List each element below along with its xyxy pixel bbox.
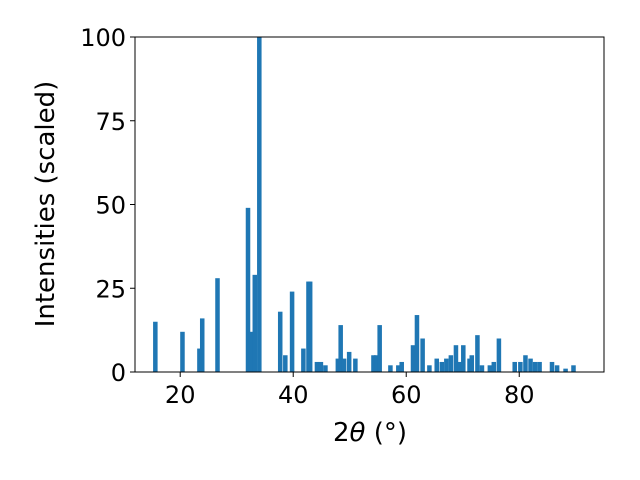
bar (554, 365, 560, 372)
bar (396, 365, 401, 372)
bar (153, 321, 158, 372)
bar (496, 338, 502, 372)
bar (427, 365, 432, 372)
y-tick-label: 100 (80, 24, 126, 52)
bar (487, 365, 493, 372)
bar (491, 361, 497, 372)
bar (563, 368, 568, 372)
bar (523, 355, 528, 372)
x-tick-label: 60 (391, 381, 422, 409)
bar (338, 325, 343, 372)
y-tick-label: 75 (95, 108, 126, 136)
x-axis: 20 40 60 80 (165, 372, 535, 409)
bar (301, 348, 306, 372)
bar (434, 358, 439, 372)
bar (571, 365, 576, 372)
y-axis: 0 25 50 75 100 (80, 24, 135, 387)
bar (374, 355, 379, 372)
bar (518, 361, 523, 372)
x-axis-label-symbol: θ (350, 418, 366, 448)
bar (307, 281, 313, 372)
bar (448, 355, 454, 372)
bar (377, 325, 382, 372)
x-tick-label: 20 (165, 381, 196, 409)
bar (371, 355, 376, 372)
bar (314, 361, 320, 372)
bar (439, 361, 445, 372)
x-tick-label: 40 (278, 381, 309, 409)
bar (252, 274, 258, 372)
x-axis-label-unit: (°) (365, 418, 407, 448)
bar (277, 311, 283, 372)
bar-series (153, 37, 576, 372)
bar (289, 291, 295, 372)
bar (420, 338, 425, 372)
bar (180, 331, 185, 372)
bar (549, 361, 555, 372)
bar (512, 361, 517, 372)
bar (457, 361, 463, 372)
bar (346, 351, 352, 372)
x-axis-label-prefix: 2 (333, 418, 350, 448)
bar (323, 365, 328, 372)
y-tick-label: 50 (95, 192, 126, 220)
bar (537, 361, 542, 372)
bar (461, 345, 466, 372)
bar (341, 358, 347, 372)
bar (335, 358, 341, 372)
plot-frame (134, 36, 605, 373)
bar (248, 331, 254, 372)
y-tick-label: 25 (95, 275, 126, 303)
bar (532, 361, 538, 372)
bar (388, 365, 393, 372)
bar (353, 358, 358, 372)
bar (414, 315, 420, 372)
bar (197, 348, 202, 372)
bar (283, 355, 288, 372)
bar (245, 207, 251, 372)
bar (410, 345, 416, 372)
bar (475, 335, 480, 372)
bar (469, 355, 475, 372)
x-axis-label: 2θ (°) (333, 418, 407, 448)
bar (453, 345, 459, 372)
bar (528, 358, 533, 372)
bar (444, 358, 449, 372)
bar (318, 361, 324, 372)
bar (215, 278, 220, 372)
bar (199, 318, 205, 372)
bar (479, 365, 485, 372)
bar (399, 361, 404, 372)
bar (257, 37, 262, 372)
y-tick-label: 0 (111, 359, 126, 387)
y-axis-label: Intensities (scaled) (31, 81, 61, 328)
x-tick-label: 80 (504, 381, 535, 409)
